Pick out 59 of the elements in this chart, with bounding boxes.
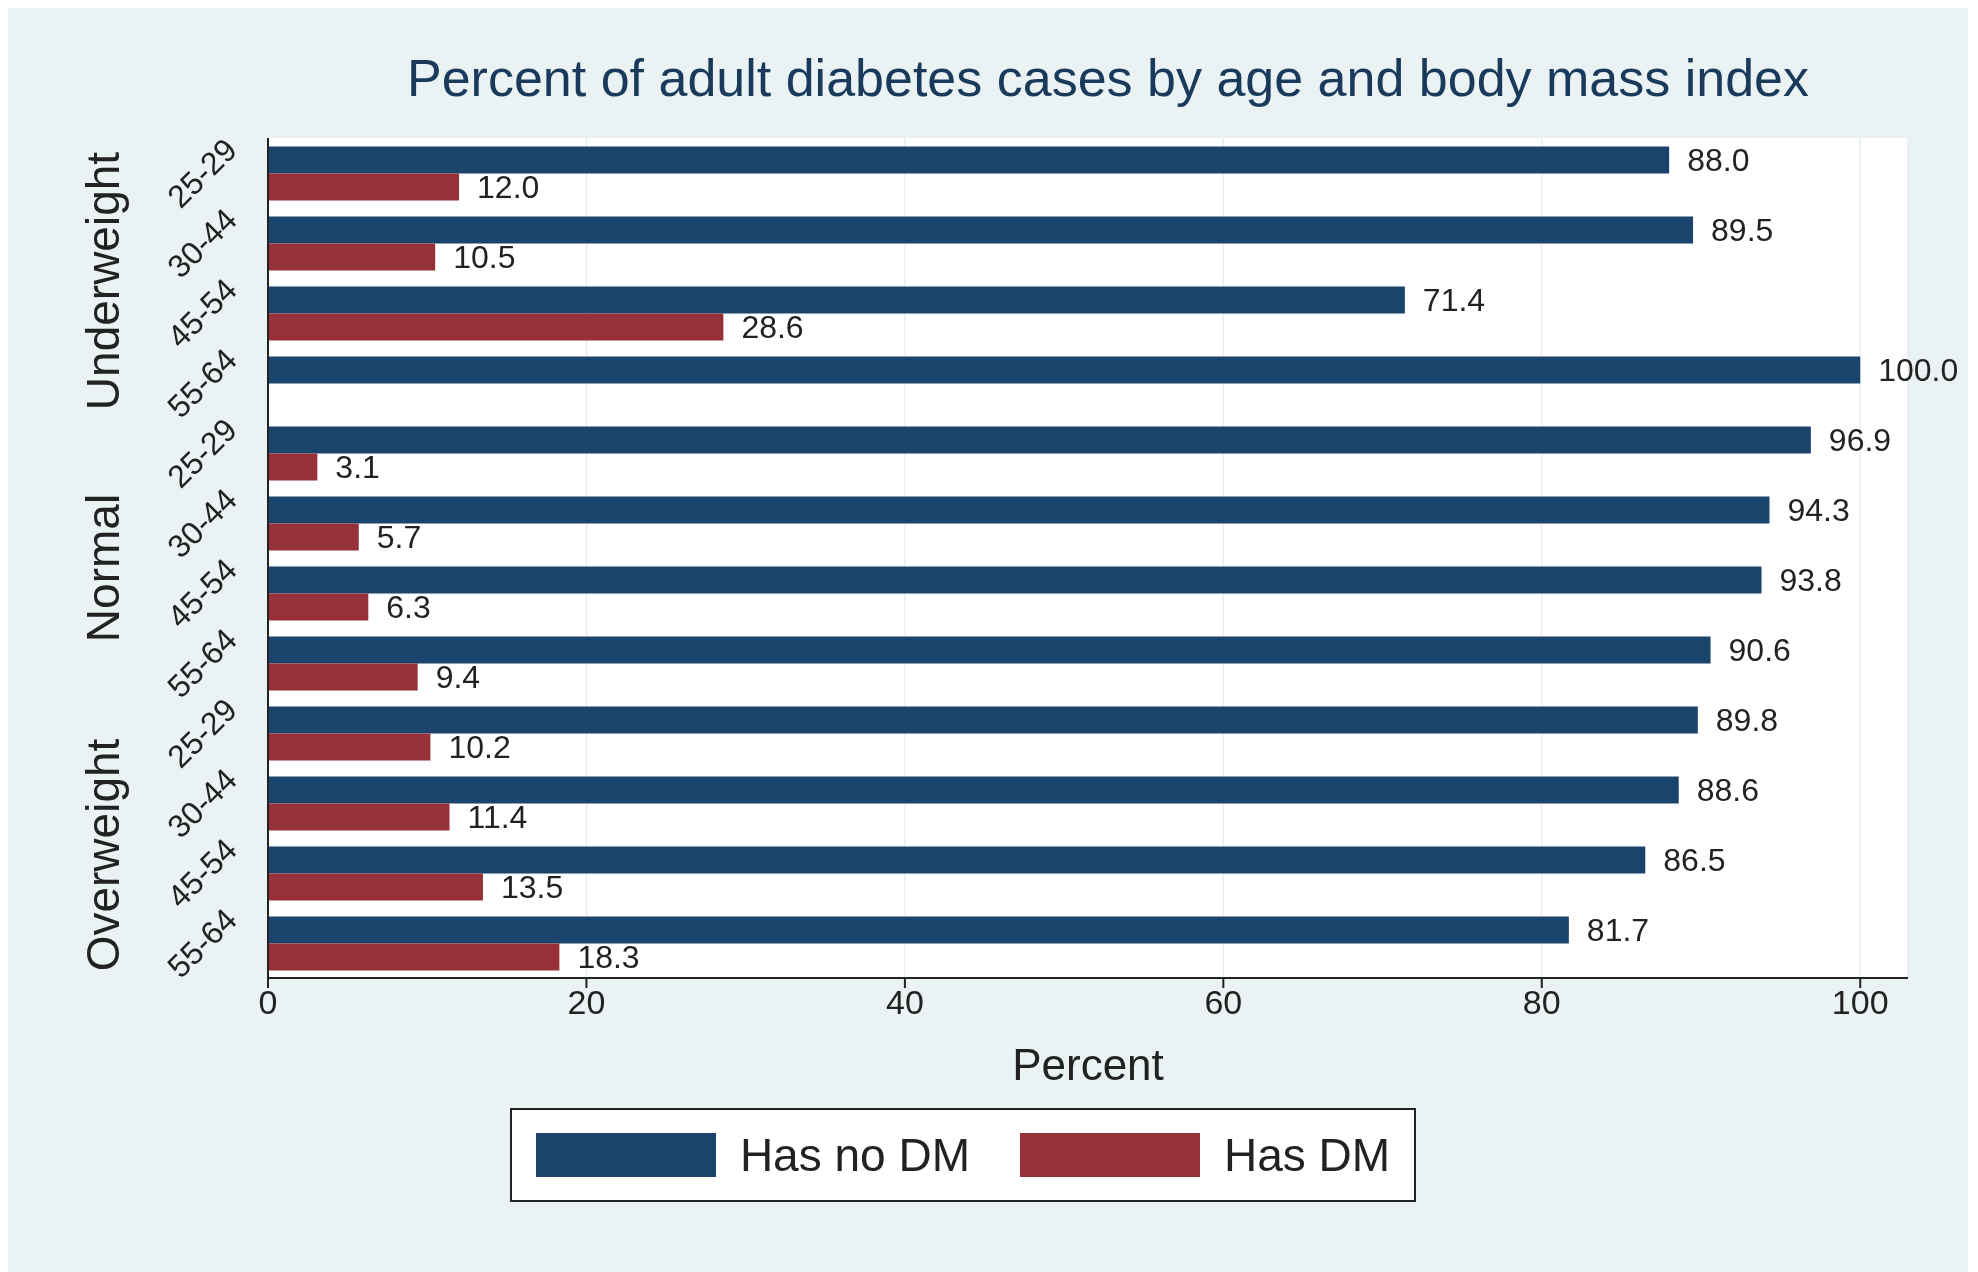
- data-label: 96.9: [1828, 422, 1892, 459]
- x-tick-label: 40: [885, 983, 924, 1022]
- bar: [268, 243, 436, 271]
- legend-label: Has no DM: [738, 1128, 970, 1182]
- data-label: 93.8: [1779, 562, 1842, 599]
- bar: [268, 216, 1694, 244]
- bar: [268, 523, 359, 551]
- bar: [268, 496, 1770, 524]
- text: Overweight: [76, 738, 130, 971]
- data-label: 81.7: [1586, 912, 1650, 949]
- bar: [268, 356, 1861, 384]
- bar: [268, 943, 560, 971]
- data-label: 13.5: [500, 869, 564, 906]
- data-label: 18.3: [577, 939, 640, 976]
- bar: [268, 803, 450, 831]
- x-tick-label: 80: [1522, 983, 1561, 1022]
- chart-title: Percent of adult diabetes cases by age and body mass index: [406, 48, 1810, 109]
- data-label: 11.4: [467, 799, 528, 836]
- text: Underweight: [76, 152, 130, 411]
- data-label: 100.0: [1878, 352, 1959, 389]
- data-label: 10.2: [448, 729, 511, 766]
- data-label: 88.6: [1696, 772, 1759, 809]
- bar: [268, 846, 1646, 874]
- bar: [268, 313, 724, 341]
- x-tick-label: 100: [1831, 983, 1889, 1022]
- bar: [268, 663, 418, 691]
- x-tick-label: 0: [258, 983, 278, 1022]
- data-label: 88.0: [1687, 142, 1750, 179]
- bar: [268, 566, 1762, 594]
- bar: [268, 593, 369, 621]
- bar: [268, 916, 1569, 944]
- x-tick-label: 60: [1204, 983, 1243, 1022]
- bar: [268, 706, 1698, 734]
- data-label: 89.8: [1715, 702, 1779, 739]
- bar: [268, 733, 431, 761]
- x-tick-label: 20: [567, 983, 606, 1022]
- text: Normal: [76, 493, 130, 643]
- bar: [268, 453, 318, 481]
- x-axis-title: Percent: [1012, 1040, 1164, 1089]
- data-label: 90.6: [1728, 632, 1791, 669]
- data-label: 12.0: [477, 169, 540, 206]
- bar: [268, 173, 460, 201]
- bar: [268, 146, 1670, 174]
- data-label: 28.6: [741, 309, 804, 346]
- data-label: 10.5: [453, 239, 516, 276]
- legend-label: Has DM: [1222, 1128, 1391, 1182]
- bar: [268, 286, 1405, 314]
- data-label: 5.7: [376, 519, 422, 556]
- data-label: 89.5: [1711, 212, 1774, 249]
- bar: [268, 426, 1811, 454]
- bar: [268, 636, 1711, 664]
- bar: [268, 873, 483, 901]
- bar: [268, 776, 1679, 804]
- data-label: 94.3: [1787, 492, 1850, 529]
- data-label: 6.3: [386, 589, 431, 626]
- data-label: 3.1: [335, 449, 380, 486]
- data-label: 71.4: [1422, 282, 1486, 319]
- data-label: 9.4: [435, 659, 481, 696]
- data-label: 86.5: [1663, 842, 1726, 879]
